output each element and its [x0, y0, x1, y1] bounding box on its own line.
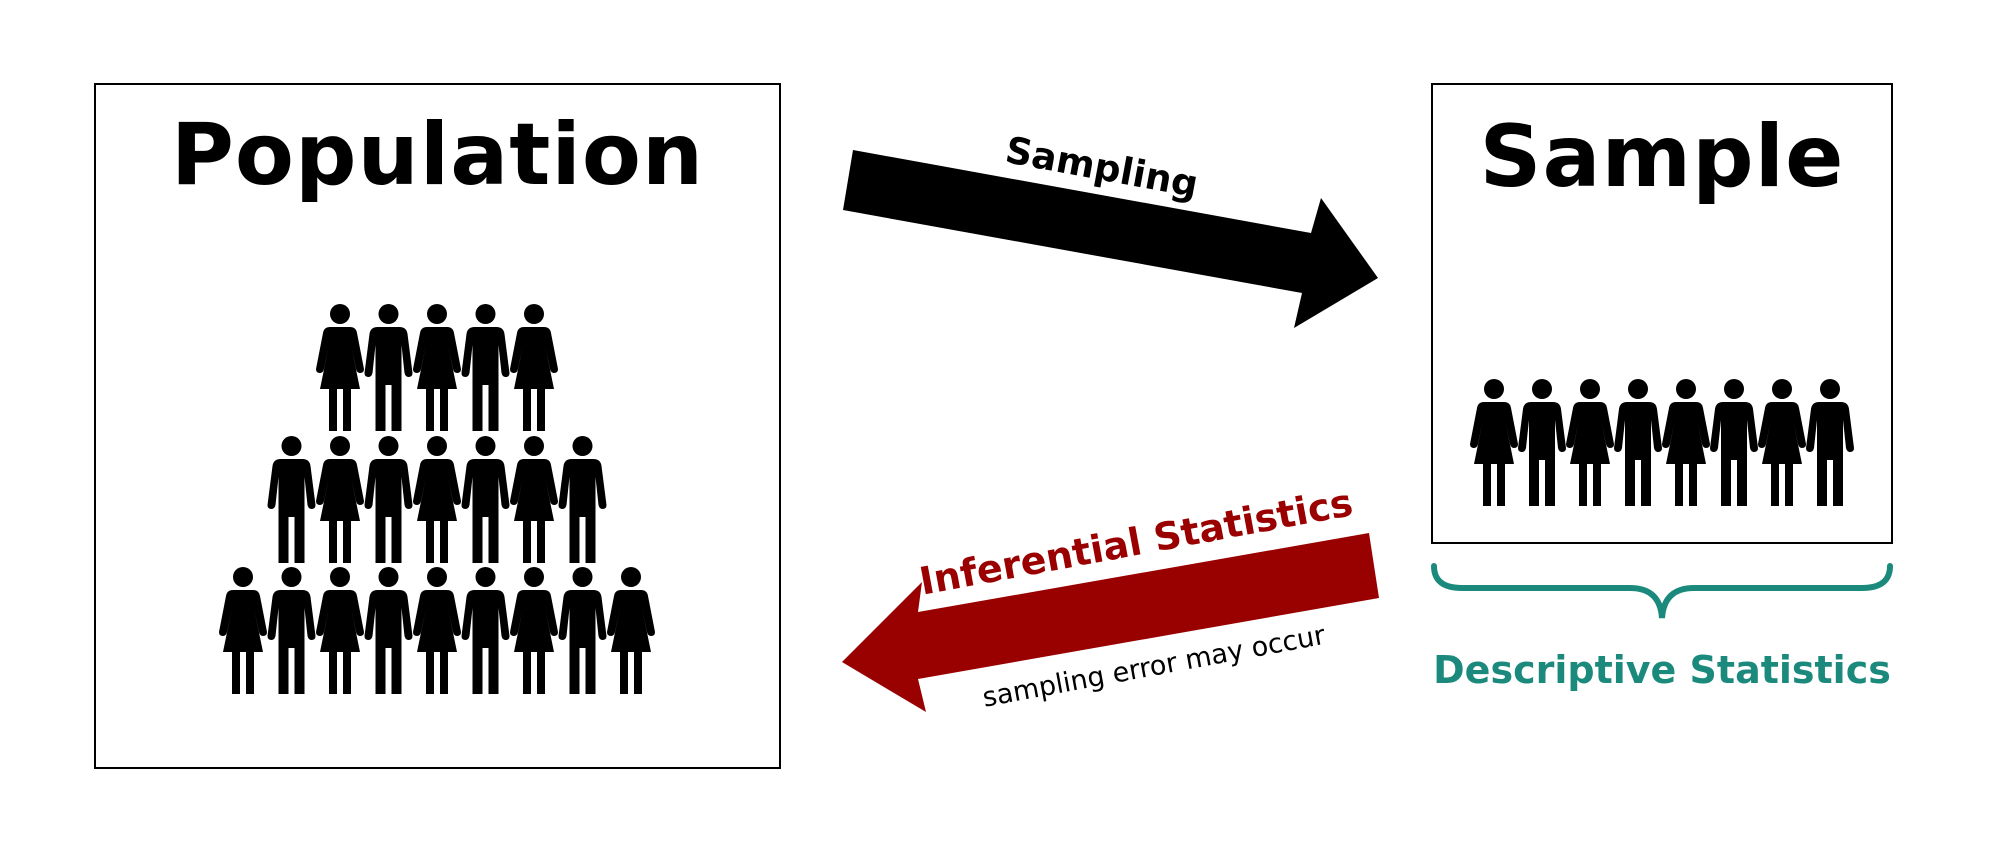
person-female-icon: [316, 436, 364, 563]
person-female-icon: [316, 567, 364, 694]
person-male-icon: [461, 567, 510, 694]
person-male-icon: [1518, 379, 1566, 506]
person-male-icon: [267, 567, 316, 694]
descriptive-statistics-label: Descriptive Statistics: [1433, 648, 1891, 692]
person-male-icon: [267, 436, 316, 563]
person-male-icon: [1710, 379, 1758, 506]
person-male-icon: [461, 304, 510, 431]
person-female-icon: [1566, 379, 1614, 506]
person-male-icon: [364, 567, 413, 694]
person-female-icon: [316, 304, 364, 431]
descriptive-brace: [1431, 563, 1893, 619]
sample-people: [1470, 379, 1854, 506]
population-title: Population: [170, 105, 705, 205]
person-female-icon: [413, 304, 461, 431]
person-male-icon: [1614, 379, 1662, 506]
person-female-icon: [219, 567, 267, 694]
person-female-icon: [607, 567, 655, 694]
sampling-arrow: [843, 150, 1378, 328]
person-male-icon: [558, 436, 607, 563]
person-female-icon: [1758, 379, 1806, 506]
person-male-icon: [558, 567, 607, 694]
population-people: [219, 304, 655, 694]
person-female-icon: [510, 436, 558, 563]
person-female-icon: [510, 567, 558, 694]
person-female-icon: [413, 436, 461, 563]
sample-box: Sample: [1431, 83, 1893, 544]
person-female-icon: [413, 567, 461, 694]
person-male-icon: [461, 436, 510, 563]
person-male-icon: [364, 304, 413, 431]
population-box: Population: [94, 83, 781, 769]
person-female-icon: [1662, 379, 1710, 506]
person-female-icon: [1470, 379, 1518, 506]
person-male-icon: [364, 436, 413, 563]
person-male-icon: [1806, 379, 1854, 506]
person-female-icon: [510, 304, 558, 431]
sample-title: Sample: [1479, 107, 1845, 207]
inferential-arrow: [842, 533, 1379, 712]
